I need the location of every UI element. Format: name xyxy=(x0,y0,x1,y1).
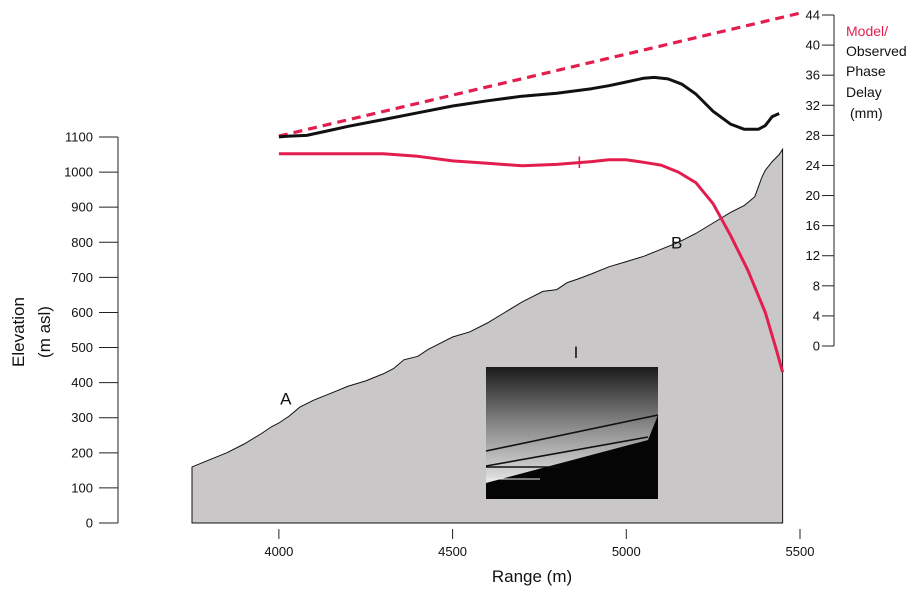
inset-ray-1 xyxy=(485,414,659,452)
annotation-a: A xyxy=(280,389,292,408)
series-line-2 xyxy=(278,152,785,373)
phase-delay-tick-label: 24 xyxy=(806,158,820,173)
elevation-tick-label: 700 xyxy=(71,270,93,285)
y-axis-title-line1: Elevation xyxy=(9,297,28,367)
phase-delay-tick-label: 0 xyxy=(813,339,820,354)
range-tick-label: 5500 xyxy=(786,544,815,559)
phase-delay-tick-label: 36 xyxy=(806,68,820,83)
phase-delay-tick-label: 40 xyxy=(806,38,820,53)
x-axis-title: Range (m) xyxy=(492,567,572,586)
elevation-tick-label: 500 xyxy=(71,340,93,355)
y-axis-title-line2: (m asl) xyxy=(35,306,54,358)
range-tick-label: 4000 xyxy=(264,544,293,559)
elevation-tick-label: 200 xyxy=(71,445,93,460)
elevation-tick-label: 300 xyxy=(71,410,93,425)
annotation-b: B xyxy=(671,233,682,252)
elevation-tick-label: 900 xyxy=(71,200,93,215)
elevation-tick-label: 1000 xyxy=(64,165,93,180)
phase-delay-label-model: Model/ xyxy=(846,23,888,39)
phase-delay-tick-label: 44 xyxy=(806,8,820,23)
annotation-i: I xyxy=(577,153,582,172)
phase-delay-tick-label: 12 xyxy=(806,248,820,263)
elevation-tick-label: 1100 xyxy=(65,130,93,145)
elevation-tick-label: 100 xyxy=(71,480,93,495)
phase-delay-label-unit: (mm) xyxy=(850,105,883,121)
phase-delay-label-observed: Observed xyxy=(846,43,907,59)
range-tick-label: 5000 xyxy=(612,544,641,559)
elevation-tick-label: 0 xyxy=(86,516,93,531)
inset-terrain xyxy=(486,415,658,499)
inset-ray-2 xyxy=(485,436,649,467)
phase-delay-tick-label: 8 xyxy=(813,278,820,293)
inset-panel xyxy=(485,367,659,499)
elevation-tick-label: 800 xyxy=(71,235,93,250)
inset-label: I xyxy=(574,343,579,362)
phase-delay-label-delay: Delay xyxy=(846,84,882,100)
phase-delay-tick-label: 16 xyxy=(806,218,820,233)
phase-delay-tick-label: 20 xyxy=(806,188,820,203)
series-line-1 xyxy=(278,75,780,139)
phase-delay-tick-label: 4 xyxy=(813,308,820,323)
elevation-tick-label: 400 xyxy=(71,375,93,390)
elevation-tick-label: 600 xyxy=(71,305,93,320)
phase-delay-tick-label: 28 xyxy=(806,128,820,143)
phase-delay-tick-label: 32 xyxy=(806,98,820,113)
phase-delay-label-phase: Phase xyxy=(846,63,886,79)
range-tick-label: 4500 xyxy=(438,544,467,559)
